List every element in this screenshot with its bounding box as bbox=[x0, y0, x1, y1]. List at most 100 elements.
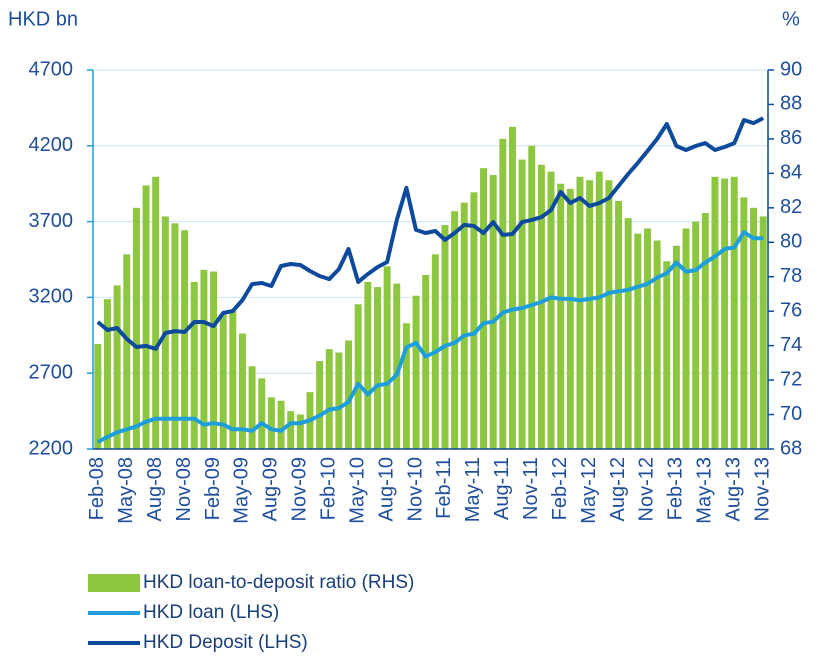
bar bbox=[451, 211, 459, 449]
bar bbox=[759, 216, 767, 449]
x-tick-label: Aug-09 bbox=[260, 457, 282, 522]
y-tick-label: 3200 bbox=[29, 286, 74, 308]
y2-tick-label: 90 bbox=[780, 58, 802, 80]
bar bbox=[393, 283, 401, 449]
x-tick-label: May-10 bbox=[346, 457, 368, 524]
bar bbox=[171, 223, 179, 449]
bar bbox=[152, 176, 160, 450]
bar bbox=[750, 207, 758, 449]
bar bbox=[586, 180, 594, 449]
bar bbox=[94, 343, 102, 449]
bar bbox=[441, 225, 449, 449]
x-tick-label: Feb-11 bbox=[433, 457, 455, 519]
bar bbox=[287, 411, 295, 449]
bar bbox=[229, 311, 237, 449]
y2-tick-label: 74 bbox=[780, 334, 802, 356]
x-tick-label: May-11 bbox=[462, 457, 484, 522]
bar bbox=[721, 178, 729, 450]
x-tick-label: May-09 bbox=[231, 457, 253, 524]
y-tick-label: 2200 bbox=[29, 437, 74, 459]
x-tick-label: Aug-12 bbox=[607, 457, 629, 522]
bar bbox=[499, 138, 507, 449]
x-tick-label: Feb-09 bbox=[202, 457, 224, 520]
bar bbox=[383, 266, 391, 449]
line bbox=[96, 230, 764, 444]
x-tick-label: Aug-13 bbox=[723, 457, 745, 522]
x-tick-label: Nov-12 bbox=[636, 457, 658, 521]
bar bbox=[132, 207, 140, 449]
y2-tick-label: 76 bbox=[780, 299, 802, 321]
bar bbox=[190, 281, 198, 449]
legend-label: HKD loan-to-deposit ratio (RHS) bbox=[143, 572, 414, 593]
x-tick-label: Nov-11 bbox=[520, 457, 542, 520]
x-tick-label: May-13 bbox=[694, 457, 716, 524]
bar bbox=[470, 192, 478, 449]
y-tick-label: 4200 bbox=[29, 134, 74, 156]
bar bbox=[248, 366, 256, 449]
x-tick-label: Aug-11 bbox=[491, 457, 513, 520]
bar bbox=[528, 145, 536, 450]
bar bbox=[316, 361, 324, 449]
y-axis-title: HKD bn bbox=[8, 8, 78, 30]
bar bbox=[489, 175, 497, 449]
legend-label: HKD Deposit (LHS) bbox=[143, 632, 308, 653]
bar bbox=[238, 333, 246, 449]
bar bbox=[653, 240, 661, 449]
x-tick-label: Nov-08 bbox=[173, 457, 195, 521]
bar bbox=[730, 176, 738, 450]
bar bbox=[364, 281, 372, 449]
bar bbox=[518, 159, 526, 449]
y2-tick-label: 78 bbox=[780, 265, 802, 287]
bar bbox=[634, 233, 642, 449]
bar bbox=[566, 188, 574, 450]
bar bbox=[354, 304, 362, 449]
bar bbox=[103, 299, 111, 449]
bar bbox=[412, 295, 420, 449]
legend-swatch bbox=[88, 574, 140, 592]
y2-tick-label: 82 bbox=[780, 196, 802, 218]
bar bbox=[277, 400, 285, 449]
bar bbox=[335, 352, 343, 449]
bar bbox=[296, 414, 304, 449]
y2-tick-label: 72 bbox=[780, 368, 802, 390]
bar bbox=[325, 349, 333, 449]
bar bbox=[701, 212, 709, 449]
x-tick-label: Aug-10 bbox=[375, 457, 397, 522]
y-tick-label: 4700 bbox=[29, 58, 74, 80]
bar bbox=[422, 275, 430, 449]
x-tick-label: Feb-10 bbox=[318, 457, 340, 520]
x-tick-label: Nov-13 bbox=[751, 457, 773, 521]
bar bbox=[345, 340, 353, 449]
bar bbox=[605, 180, 613, 449]
bar bbox=[460, 202, 468, 449]
line bbox=[96, 116, 765, 351]
bar bbox=[576, 176, 584, 450]
x-tick-label: May-12 bbox=[578, 457, 600, 524]
x-tick-label: Feb-12 bbox=[549, 457, 571, 520]
bar bbox=[537, 164, 545, 449]
bar bbox=[267, 397, 275, 449]
y2-tick-label: 86 bbox=[780, 127, 802, 149]
bar bbox=[142, 185, 150, 449]
bar bbox=[692, 221, 700, 449]
y2-tick-label: 70 bbox=[780, 403, 802, 425]
y2-tick-label: 84 bbox=[780, 162, 802, 184]
bar bbox=[672, 245, 680, 449]
bar bbox=[258, 378, 266, 449]
bar bbox=[200, 269, 208, 449]
x-tick-label: Feb-08 bbox=[86, 457, 108, 520]
x-tick-label: May-08 bbox=[115, 457, 137, 524]
bar bbox=[547, 171, 555, 449]
bar bbox=[210, 271, 218, 449]
y-tick-label: 2700 bbox=[29, 361, 74, 383]
bar bbox=[682, 228, 690, 449]
bar bbox=[113, 285, 121, 449]
bar bbox=[508, 126, 516, 449]
x-tick-label: Nov-10 bbox=[404, 457, 426, 521]
y-tick-label: 3700 bbox=[29, 210, 74, 232]
bar bbox=[595, 171, 603, 449]
bar bbox=[615, 200, 623, 449]
x-tick-label: Feb-13 bbox=[665, 457, 687, 520]
y2-tick-label: 88 bbox=[780, 93, 802, 115]
